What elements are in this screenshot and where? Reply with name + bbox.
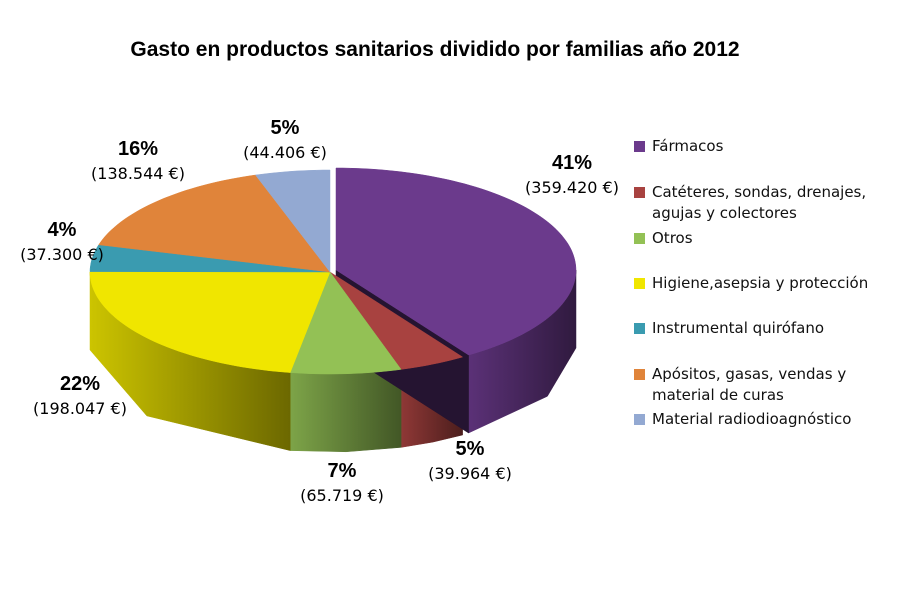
legend-swatch: [634, 369, 645, 380]
legend-item: Apósitos, gasas, vendas y material de cu…: [634, 364, 874, 406]
legend-swatch: [634, 187, 645, 198]
slice-catéteres: [329, 271, 464, 370]
legend-label: Catéteres, sondas, drenajes, agujas y co…: [652, 183, 867, 222]
legend-item: Material radiodioagnóstico: [634, 409, 851, 430]
legend-label: Apósitos, gasas, vendas y material de cu…: [652, 365, 847, 404]
data-label-higiene: 22% (198.047 €): [33, 373, 127, 418]
slice-side: [289, 369, 402, 453]
slice-otros: [289, 271, 402, 375]
slice-material: [255, 169, 331, 273]
legend-item: Higiene,asepsia y protección: [634, 273, 868, 294]
data-label-otros: 7% (65.719 €): [300, 460, 384, 505]
slice-fármacos: [335, 167, 577, 356]
slice-higiene: [89, 271, 331, 373]
legend-label: Otros: [652, 229, 693, 247]
slice-instrumental: [89, 244, 331, 273]
data-label-material: 5% (44.406 €): [243, 117, 327, 162]
chart-title: Gasto en productos sanitarios dividido p…: [130, 38, 740, 61]
legend-swatch: [634, 414, 645, 425]
legend-item: Otros: [634, 228, 693, 249]
slice-apósitos: [98, 174, 331, 273]
legend-label: Material radiodioagnóstico: [652, 410, 852, 428]
legend-item: Instrumental quirófano: [634, 318, 824, 339]
legend-item: Catéteres, sondas, drenajes, agujas y co…: [634, 182, 894, 224]
data-label-cateteres: 5% (39.964 €): [428, 438, 512, 483]
legend-label: Instrumental quirófano: [652, 319, 825, 337]
legend-swatch: [634, 233, 645, 244]
legend-item: Fármacos: [634, 136, 723, 157]
legend-swatch: [634, 141, 645, 152]
legend-swatch: [634, 278, 645, 289]
data-label-apositos: 16% (138.544 €): [91, 138, 185, 183]
legend-swatch: [634, 323, 645, 334]
data-label-farmacos: 41% (359.420 €): [525, 152, 619, 197]
data-label-instrumental: 4% (37.300 €): [20, 219, 104, 264]
legend-label: Higiene,asepsia y protección: [652, 274, 869, 292]
legend-label: Fármacos: [652, 137, 724, 155]
